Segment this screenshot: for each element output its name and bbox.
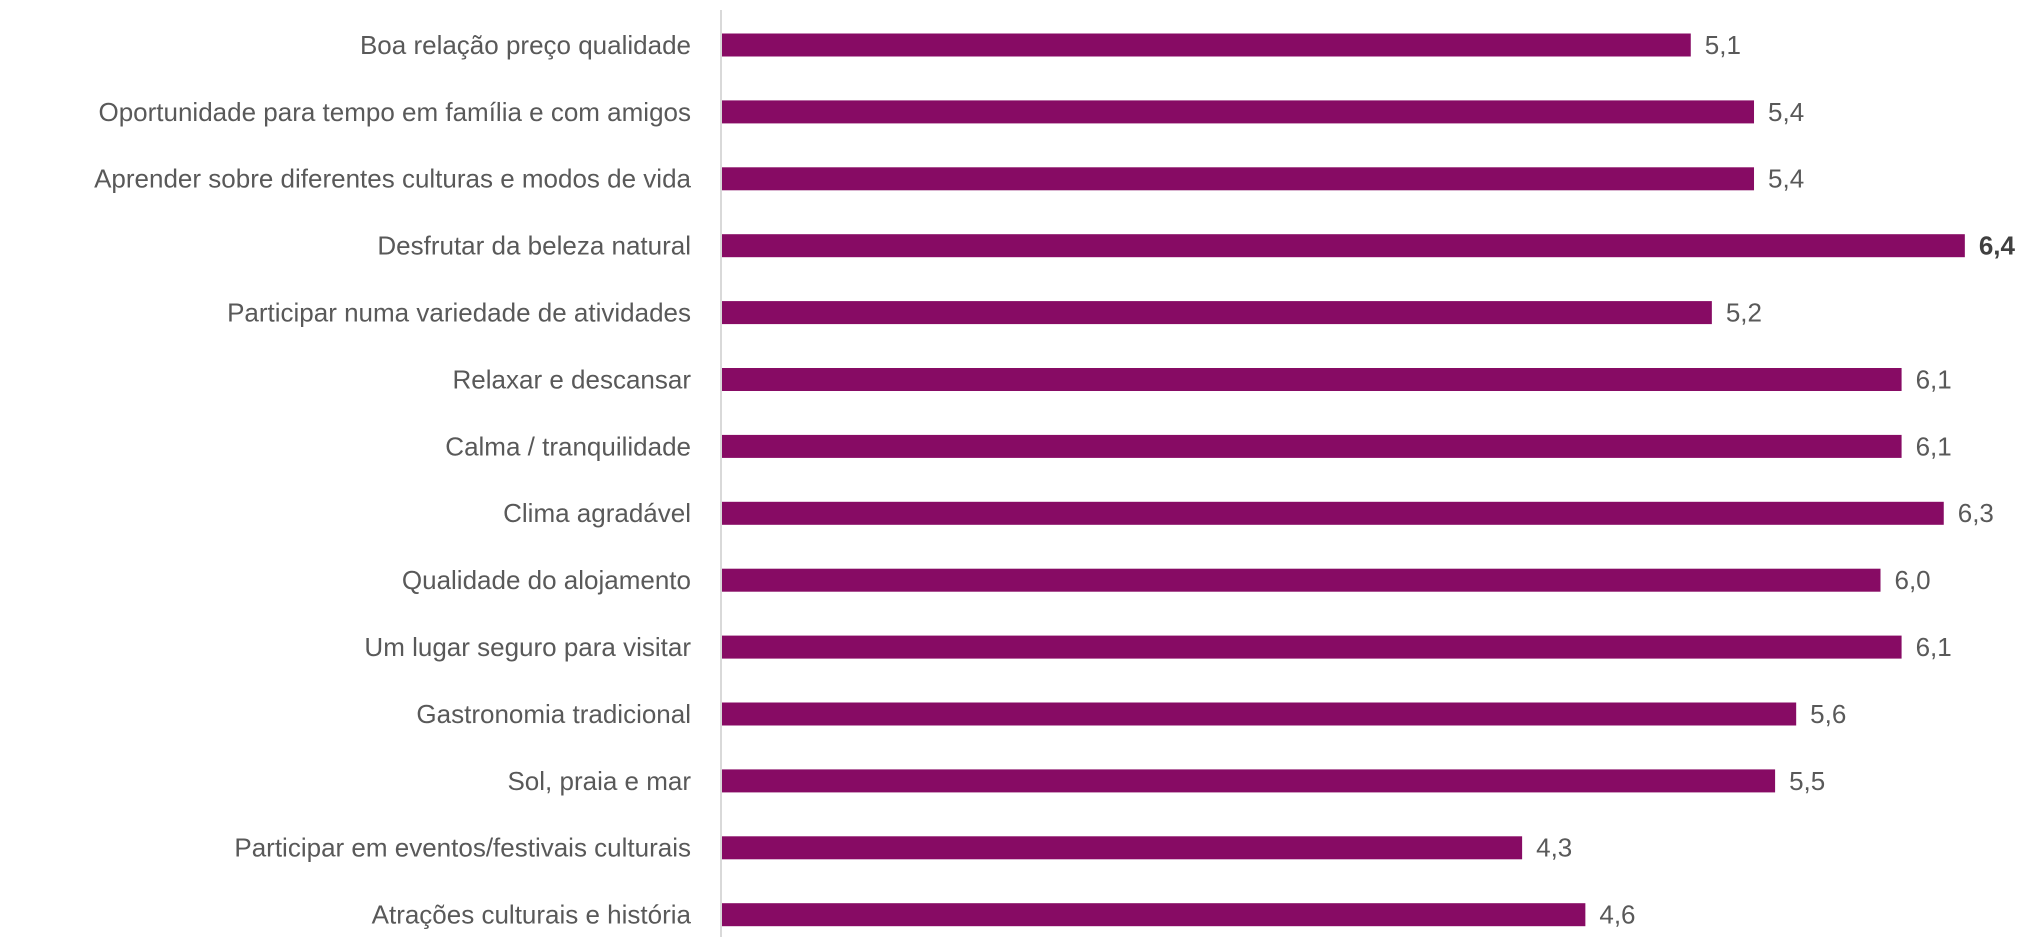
value-label: 5,2 bbox=[1726, 297, 1762, 327]
bar bbox=[722, 301, 1712, 325]
value-label: 6,3 bbox=[1958, 498, 1994, 528]
bar bbox=[722, 368, 1902, 391]
category-label: Boa relação preço qualidade bbox=[360, 30, 691, 60]
category-label: Sol, praia e mar bbox=[507, 766, 691, 796]
value-label: 6,0 bbox=[1895, 565, 1931, 595]
category-label: Oportunidade para tempo em família e com… bbox=[98, 97, 691, 127]
bar bbox=[722, 903, 1586, 927]
category-label: Um lugar seguro para visitar bbox=[364, 632, 691, 662]
value-label: 5,6 bbox=[1810, 699, 1846, 729]
value-label: 5,1 bbox=[1705, 30, 1741, 60]
value-label: 5,5 bbox=[1789, 766, 1825, 796]
value-label: 6,4 bbox=[1979, 231, 2016, 261]
category-label: Participar numa variedade de atividades bbox=[227, 297, 691, 327]
category-label: Clima agradável bbox=[503, 498, 691, 528]
bar bbox=[722, 100, 1755, 124]
value-label: 4,6 bbox=[1599, 900, 1635, 930]
bar bbox=[722, 167, 1755, 191]
category-label: Atrações culturais e história bbox=[372, 900, 692, 930]
category-label: Calma / tranquilidade bbox=[445, 431, 691, 461]
category-label: Participar em eventos/festivais culturai… bbox=[234, 833, 691, 863]
value-label: 5,4 bbox=[1768, 164, 1804, 194]
bar bbox=[722, 234, 1965, 258]
category-label: Qualidade do alojamento bbox=[402, 565, 691, 595]
bar bbox=[722, 635, 1902, 659]
category-label: Gastronomia tradicional bbox=[416, 699, 691, 729]
bar bbox=[722, 769, 1776, 793]
category-label: Relaxar e descansar bbox=[453, 364, 692, 394]
bar bbox=[722, 836, 1523, 860]
value-label: 6,1 bbox=[1916, 364, 1952, 394]
value-label: 6,1 bbox=[1916, 431, 1952, 461]
value-label: 4,3 bbox=[1536, 833, 1572, 863]
value-label: 5,4 bbox=[1768, 97, 1804, 127]
value-label: 6,1 bbox=[1916, 632, 1952, 662]
bar bbox=[722, 434, 1902, 458]
bar bbox=[722, 568, 1881, 592]
bar bbox=[722, 33, 1691, 57]
bar bbox=[722, 702, 1797, 726]
category-label: Desfrutar da beleza natural bbox=[377, 231, 691, 261]
bar bbox=[722, 501, 1944, 525]
category-label: Aprender sobre diferentes culturas e mod… bbox=[94, 164, 691, 194]
